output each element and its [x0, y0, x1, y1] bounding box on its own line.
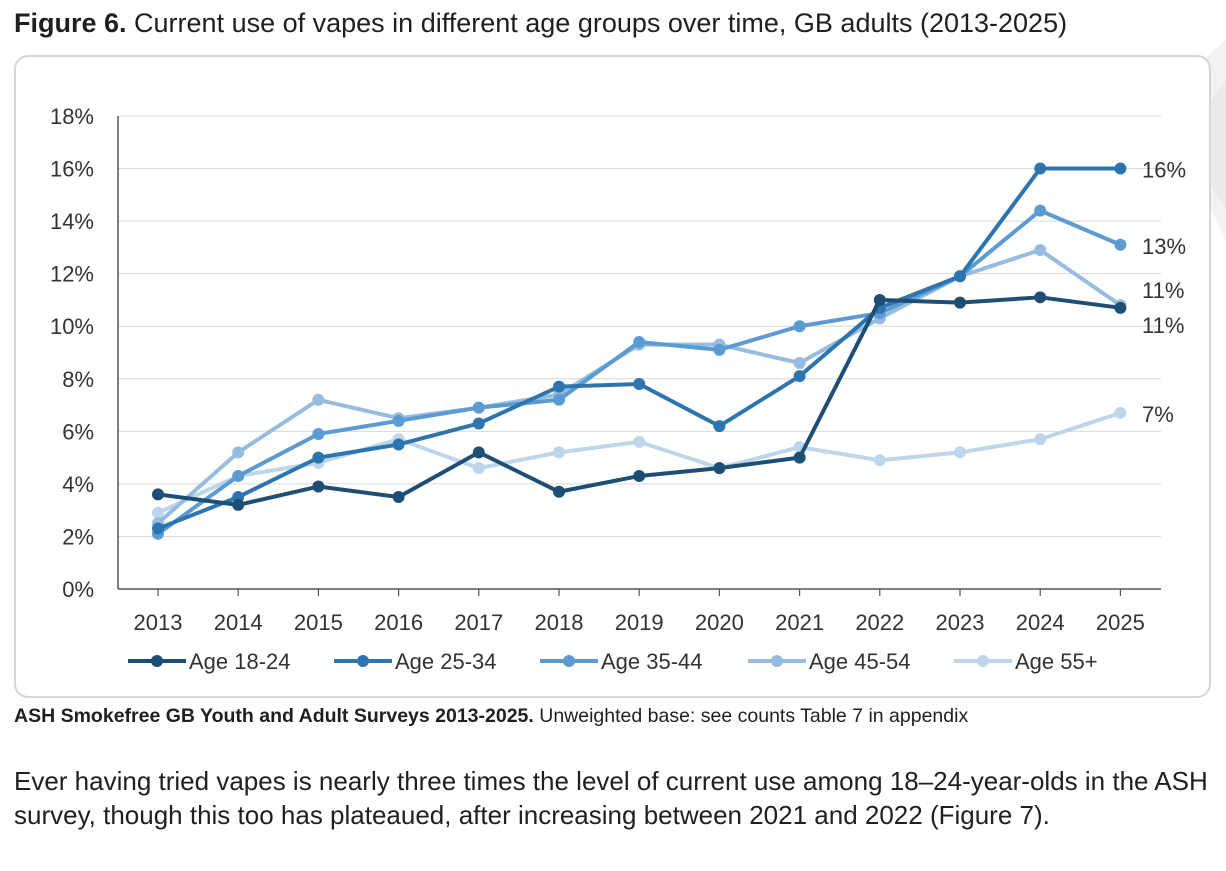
x-tick-label: 2016	[374, 610, 423, 635]
end-value-label: 11%	[1142, 313, 1184, 338]
source-bold: ASH Smokefree GB Youth and Adult Surveys…	[14, 705, 534, 727]
data-point	[392, 438, 405, 451]
data-point	[713, 343, 726, 356]
y-tick-label: 12%	[50, 262, 94, 287]
data-point	[1034, 291, 1047, 304]
legend-label: Age 25-34	[395, 649, 497, 674]
data-point	[1114, 301, 1127, 314]
figure-title: Figure 6. Current use of vapes in differ…	[14, 6, 1067, 40]
data-point	[312, 480, 325, 493]
data-point	[312, 427, 325, 440]
data-point	[312, 393, 325, 406]
data-point	[553, 380, 565, 393]
data-point	[793, 320, 806, 333]
y-tick-label: 0%	[62, 577, 94, 602]
y-tick-label: 6%	[62, 419, 94, 444]
data-point	[1034, 244, 1047, 257]
x-tick-label: 2014	[214, 610, 263, 635]
figure-title-text: Current use of vapes in different age gr…	[134, 8, 1068, 38]
data-point	[553, 446, 565, 459]
data-point	[472, 417, 485, 430]
y-tick-label: 8%	[62, 367, 94, 392]
data-point	[312, 451, 325, 464]
x-tick-label: 2018	[535, 610, 584, 635]
legend-label: Age 35-44	[601, 649, 703, 674]
data-point	[152, 506, 164, 519]
data-point	[152, 488, 164, 501]
data-point	[392, 491, 405, 504]
end-value-label: 11%	[1142, 278, 1184, 303]
data-point	[954, 270, 966, 283]
legend-label: Age 18-24	[189, 649, 291, 674]
y-tick-label: 2%	[62, 524, 94, 549]
data-point	[633, 335, 646, 348]
x-tick-label: 2023	[936, 610, 985, 635]
source-note: ASH Smokefree GB Youth and Adult Surveys…	[14, 703, 968, 729]
legend-label: Age 45-54	[809, 649, 911, 674]
data-point	[793, 370, 806, 383]
x-tick-label: 2020	[695, 610, 744, 635]
chart-frame: 0% 2% 4% 6% 8% 10% 12% 14% 16% 18% 2013 2014 2015 201…	[14, 55, 1211, 698]
body-paragraph: Ever having tried vapes is nearly three …	[14, 766, 1208, 830]
data-point	[633, 378, 646, 391]
data-point	[954, 296, 966, 309]
data-point	[472, 446, 485, 459]
x-tick-label: 2019	[615, 610, 664, 635]
x-tick-label: 2021	[775, 610, 824, 635]
series-line	[157, 411, 1122, 515]
data-point	[793, 451, 806, 464]
data-point	[713, 420, 726, 433]
x-tick-label: 2015	[294, 610, 343, 635]
data-point	[873, 454, 886, 467]
data-point	[472, 401, 485, 414]
legend-label: Age 55+	[1015, 649, 1098, 674]
legend-swatch-marker	[563, 655, 575, 667]
x-tick-label: 2017	[454, 610, 503, 635]
data-point	[1114, 406, 1127, 419]
end-value-label: 13%	[1142, 234, 1186, 259]
data-point	[1034, 433, 1047, 446]
y-tick-label: 18%	[50, 104, 94, 129]
data-point	[1114, 238, 1127, 251]
data-point	[392, 414, 405, 427]
data-point	[152, 522, 164, 535]
data-point	[553, 485, 565, 498]
end-value-label: 7%	[1142, 402, 1174, 427]
data-point	[553, 393, 565, 406]
source-rest: Unweighted base: see counts Table 7 in a…	[539, 705, 969, 727]
data-point	[232, 470, 245, 483]
data-point	[472, 462, 485, 475]
figure-label: Figure 6.	[14, 8, 127, 38]
x-tick-label: 2022	[855, 610, 904, 635]
data-point	[633, 435, 646, 448]
legend-swatch-marker	[771, 655, 783, 667]
legend-swatch-marker	[977, 655, 989, 667]
x-tick-label: 2013	[134, 610, 183, 635]
data-point	[1034, 204, 1047, 217]
data-point	[954, 446, 966, 459]
data-point	[713, 462, 726, 475]
data-point	[232, 446, 245, 459]
data-point	[1114, 162, 1127, 175]
legend-swatch-marker	[151, 655, 163, 667]
end-value-label: 16%	[1142, 158, 1186, 183]
y-tick-label: 14%	[50, 209, 94, 234]
data-point	[873, 293, 886, 306]
data-point	[1034, 162, 1047, 175]
line-chart: 0% 2% 4% 6% 8% 10% 12% 14% 16% 18% 2013 2014 2015 201…	[50, 104, 1186, 674]
legend-swatch-marker	[357, 655, 369, 667]
y-tick-label: 4%	[62, 472, 94, 497]
y-tick-label: 10%	[50, 314, 94, 339]
data-point	[793, 357, 806, 370]
data-point	[232, 498, 245, 511]
series-line	[156, 208, 1122, 536]
y-tick-label: 16%	[50, 157, 94, 182]
data-point	[633, 470, 646, 483]
x-tick-label: 2024	[1016, 610, 1065, 635]
x-tick-label: 2025	[1096, 610, 1145, 635]
